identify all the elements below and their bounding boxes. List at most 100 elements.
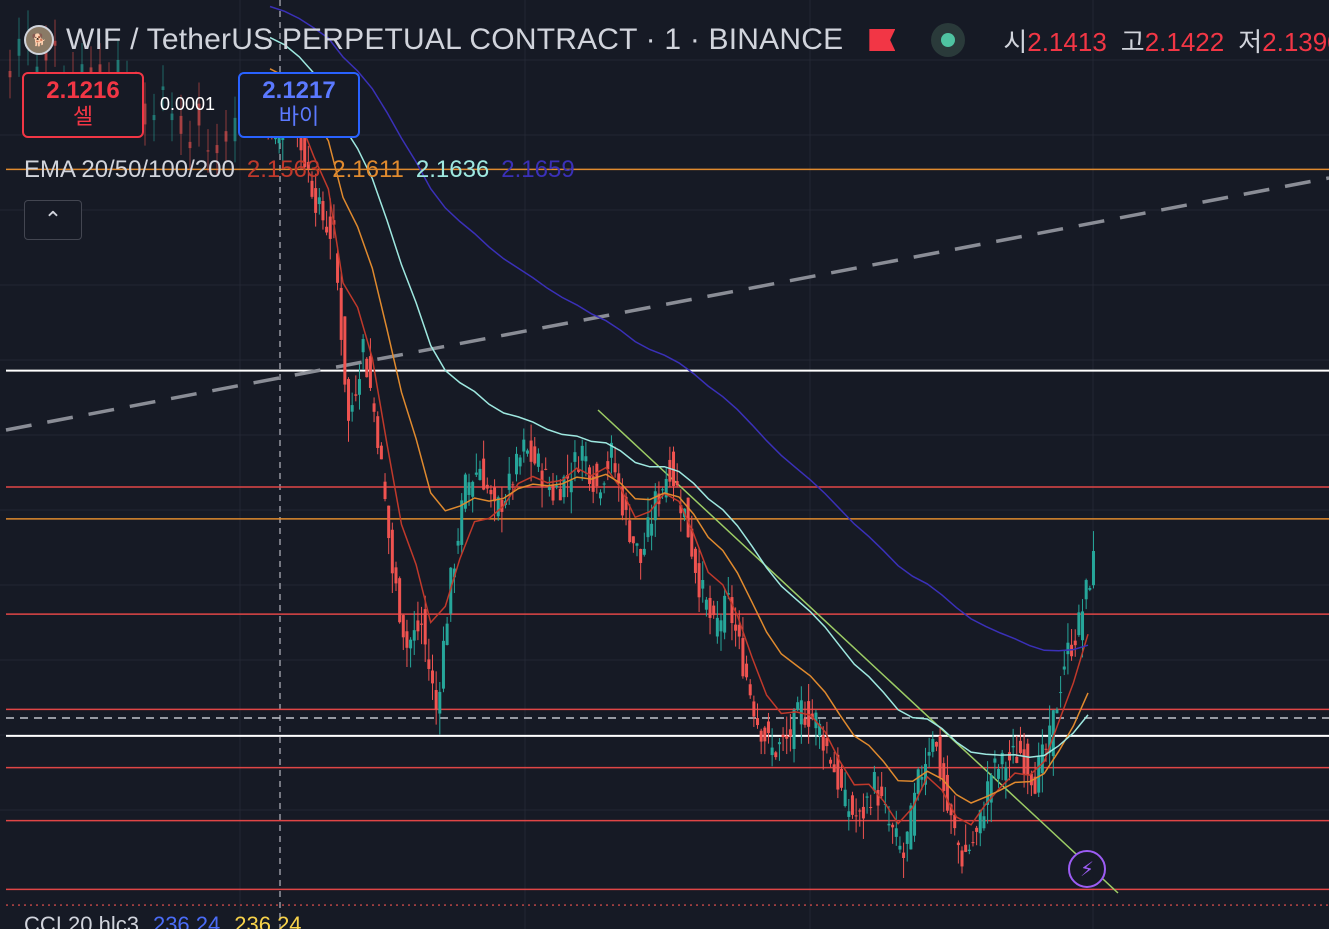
- ema-line-0: [269, 84, 1089, 826]
- candle-body: [840, 769, 844, 788]
- candle-body: [1073, 640, 1077, 646]
- candle-body: [730, 597, 734, 624]
- candle-body: [485, 484, 489, 489]
- sell-button[interactable]: 2.1216 셀: [22, 72, 144, 138]
- candle-body: [1059, 692, 1063, 694]
- candle-body: [989, 775, 993, 803]
- candle-body: [923, 764, 927, 785]
- candle-body: [347, 379, 351, 421]
- candle-body: [368, 356, 372, 388]
- candle-body: [460, 500, 464, 545]
- dashed-trendline: [5, 176, 1329, 432]
- candle-body: [978, 810, 982, 834]
- candle-body: [489, 489, 493, 495]
- candle-body: [631, 536, 635, 544]
- candle-body: [777, 742, 781, 745]
- candle-body: [321, 201, 325, 221]
- descending-trendline: [597, 409, 1119, 894]
- candle-body: [704, 599, 708, 610]
- candle-body: [188, 141, 192, 149]
- ema-value-200: 2.1659: [501, 156, 575, 183]
- collapse-legend-button[interactable]: ⌃: [24, 200, 82, 240]
- ema-label: EMA 20/50/100/200: [24, 156, 235, 183]
- market-status-icon[interactable]: [931, 23, 966, 57]
- candle-body: [1029, 773, 1033, 786]
- ohlc-value: 2.1413: [1027, 26, 1107, 57]
- candle-body: [580, 445, 584, 461]
- candle-body: [423, 609, 427, 645]
- candle-body: [398, 578, 402, 623]
- candle-body: [763, 727, 767, 742]
- candle-body: [861, 806, 865, 819]
- candle-body: [441, 640, 445, 689]
- candle-body: [354, 394, 358, 396]
- candle-body: [745, 663, 749, 678]
- candle-body: [569, 480, 573, 493]
- candle-body: [690, 528, 694, 557]
- trend-lines: [5, 176, 1329, 894]
- candle-body: [650, 523, 654, 536]
- candle-body: [1037, 756, 1041, 793]
- cci-legend[interactable]: CCI 20 hlc3 236.24 236.24: [24, 912, 302, 929]
- candle-body: [719, 620, 723, 632]
- candle-body: [588, 467, 592, 484]
- candle-body: [496, 497, 500, 517]
- candle-body: [825, 738, 829, 747]
- candle-body: [909, 805, 913, 850]
- candle-body: [872, 772, 876, 791]
- candle-body: [956, 842, 960, 846]
- candle-body: [387, 505, 391, 539]
- candle-body: [869, 807, 873, 809]
- candle-body: [602, 483, 606, 485]
- candle-body: [759, 730, 763, 742]
- candle-body: [328, 216, 332, 239]
- flag-icon[interactable]: [869, 29, 896, 51]
- candle-body: [161, 86, 165, 91]
- candle-body: [891, 824, 895, 828]
- candle-body: [372, 403, 376, 412]
- candle-body: [1062, 666, 1066, 670]
- candle-body: [796, 702, 800, 710]
- candle-body: [529, 440, 533, 462]
- candle-body: [350, 405, 354, 412]
- candle-body: [595, 463, 599, 487]
- ema-legend[interactable]: EMA 20/50/100/200 2.1563 2.1611 2.1636 2…: [24, 156, 575, 184]
- candle-body: [383, 481, 387, 500]
- candle-body: [17, 38, 21, 56]
- candle-body: [756, 717, 760, 726]
- candle-body: [624, 496, 628, 510]
- candle-body: [1066, 642, 1070, 655]
- candle-body: [577, 469, 581, 472]
- candle-body: [8, 70, 12, 78]
- candle-body: [547, 486, 551, 491]
- candle-body: [431, 670, 435, 684]
- candle-body: [1084, 580, 1088, 600]
- ohlc-values: 시2.1413 고2.1422 저2.1390 종: [1003, 22, 1329, 59]
- candle-body: [438, 691, 442, 714]
- candle-body: [774, 752, 778, 758]
- candle-body: [522, 439, 526, 452]
- candle-body: [357, 379, 361, 395]
- candle-body: [916, 769, 920, 794]
- candle-body: [562, 476, 566, 498]
- cci-value: 236.24: [234, 912, 302, 929]
- candle-body: [686, 497, 690, 538]
- candle-body: [584, 456, 588, 462]
- candle-body: [471, 481, 475, 497]
- ema-lines: [269, 5, 1089, 826]
- lightning-icon[interactable]: ⚡: [1068, 850, 1106, 888]
- candle-body: [412, 630, 416, 641]
- buy-button[interactable]: 2.1217 바이: [238, 72, 360, 138]
- candle-body: [723, 595, 727, 633]
- candle-body: [664, 478, 668, 498]
- candle-body: [635, 543, 639, 546]
- candle-body: [493, 487, 497, 502]
- candle-body: [434, 690, 438, 710]
- candle-body: [306, 161, 310, 169]
- candle-body: [620, 487, 624, 516]
- candle-body: [737, 624, 741, 637]
- candle-body: [708, 597, 712, 618]
- candle-body: [1040, 744, 1044, 774]
- candle-body: [646, 517, 650, 538]
